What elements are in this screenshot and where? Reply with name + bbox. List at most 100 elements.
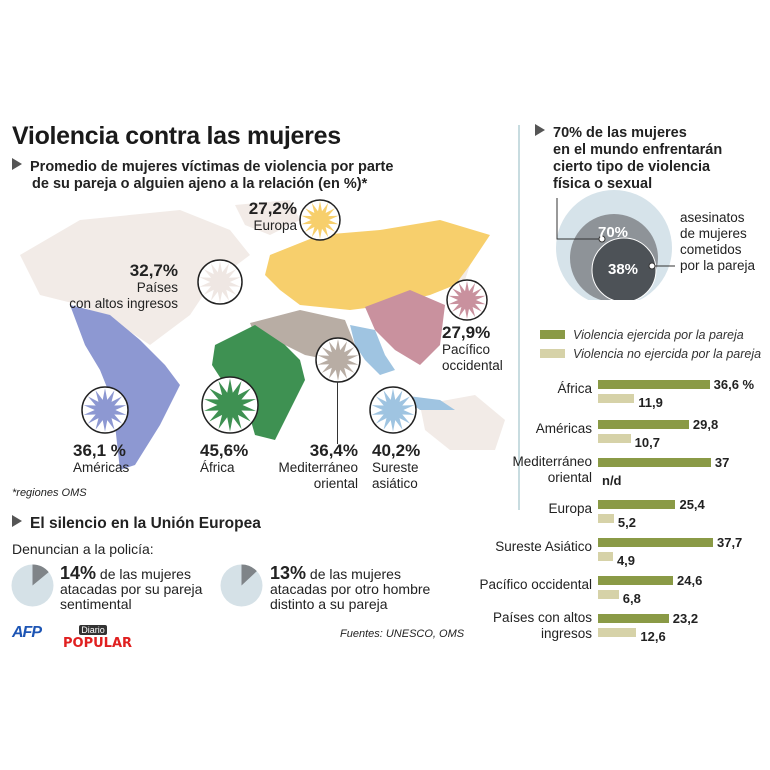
label-line: asesinatos — [680, 210, 745, 225]
bar-value-label: 37 — [714, 455, 730, 470]
bar-category-label: Sureste Asiático — [495, 539, 592, 554]
bar — [598, 420, 689, 429]
triangle-bullet-icon — [12, 158, 22, 170]
bar — [598, 514, 614, 523]
legend-item: Violencia no ejercida por la pareja — [540, 347, 761, 361]
starburst-shape — [204, 378, 256, 432]
region-label-med: 36,4% Mediterráneo oriental — [252, 442, 358, 492]
region-name: Pacífico — [442, 342, 491, 357]
starburst-altos — [197, 259, 243, 305]
divider — [518, 125, 520, 510]
bar-category-label: Mediterráneo oriental — [512, 454, 592, 485]
circle-38 — [591, 237, 657, 300]
bar-value-label: 25,4 — [679, 497, 705, 512]
region-name: Sureste — [372, 460, 419, 475]
eu-stat: 14% de las mujeres atacadas por su parej… — [60, 563, 203, 612]
starburst-shape — [83, 388, 127, 432]
region-name: occidental — [442, 358, 503, 373]
bar-value-label: 10,7 — [634, 435, 660, 450]
world-headline: 70% de las mujeres en el mundo enfrentar… — [535, 124, 765, 193]
logo-text: Diario — [79, 625, 107, 635]
stat-text: de las mujeres — [96, 566, 191, 582]
bar-category-label: Países con altos ingresos — [492, 610, 592, 641]
bar-value-label: 11,9 — [638, 395, 663, 410]
bar — [598, 434, 631, 443]
stat-text: distinto a su pareja — [270, 596, 388, 612]
bar — [598, 394, 635, 403]
bar-value-label: 37,7 — [716, 535, 743, 550]
region-value: 36,1 % — [73, 441, 126, 460]
region-value: 27,9% — [442, 323, 491, 342]
stat-value: 13% — [270, 563, 307, 583]
map-southeast-asia — [350, 325, 455, 410]
starburst-shape — [301, 201, 339, 239]
bar-value-label: n/d — [602, 473, 622, 488]
sources: Fuentes: UNESCO, OMS — [340, 628, 465, 640]
legend-swatch — [540, 330, 565, 339]
bar-value-label: 29,8 — [692, 417, 719, 432]
starburst-shape — [317, 339, 359, 381]
subtitle-line: Promedio de mujeres víctimas de violenci… — [30, 159, 394, 175]
starburst-sureste — [369, 386, 417, 434]
map-subtitle: Promedio de mujeres víctimas de violenci… — [12, 158, 452, 193]
inner-value: 38% — [608, 261, 639, 278]
region-value: 32,7% — [129, 261, 178, 280]
pie-chart — [220, 564, 263, 607]
bar-value-label: 6,8 — [622, 591, 641, 606]
label-line: por la pareja — [680, 258, 756, 273]
region-label-high-income: 32,7% Países con altos ingresos — [40, 262, 178, 312]
headline-line: cierto tipo de violencia — [553, 159, 711, 175]
legend-label: Violencia ejercida por la pareja — [573, 328, 744, 342]
region-name: Américas — [73, 460, 130, 475]
page-title: Violencia contra las mujeres — [12, 122, 341, 150]
region-name: asiático — [372, 476, 418, 491]
region-name: Europa — [253, 218, 297, 233]
region-label-americas: 36,1 % Américas — [73, 442, 129, 476]
region-value: 45,6% — [200, 441, 249, 460]
region-name: Países — [136, 280, 178, 295]
starburst-shape — [199, 261, 241, 303]
pie-slice — [241, 564, 257, 586]
bar — [598, 538, 713, 547]
region-name: oriental — [313, 476, 358, 491]
diario-popular-logo: Diario POPULAR — [63, 620, 133, 651]
legend-swatch — [540, 349, 565, 358]
bar-category-label: África — [557, 381, 592, 396]
inner-label: asesinatos de mujeres cometidos por la p… — [680, 210, 755, 274]
bar-category-label: Américas — [535, 421, 592, 436]
region-label-pacifico: 27,9% Pacífico occidental — [442, 324, 503, 374]
starburst-africa — [201, 376, 259, 434]
bar — [598, 380, 710, 389]
region-value: 40,2% — [372, 441, 421, 460]
logo-text: POPULAR — [63, 636, 133, 651]
region-label-africa: 45,6% África — [200, 442, 248, 476]
bar — [598, 576, 674, 585]
headline-line: en el mundo enfrentarán — [553, 142, 723, 158]
starburst-med — [315, 337, 361, 383]
bar — [598, 628, 637, 637]
map-europe — [265, 220, 490, 310]
region-label-sureste: 40,2% Sureste asiático — [372, 442, 420, 492]
bar-category-label: Pacífico occidental — [479, 577, 592, 592]
subtitle-line: de su pareja o alguien ajeno a la relaci… — [32, 176, 368, 192]
starburst-europa — [299, 199, 341, 241]
headline-line: física o sexual — [553, 176, 653, 192]
triangle-bullet-icon — [535, 124, 545, 136]
outer-value: 70% — [598, 224, 629, 241]
eu-heading-text: El silencio en la Unión Europea — [30, 515, 261, 532]
stat-text: atacadas por su pareja — [60, 581, 203, 597]
bar — [598, 590, 619, 599]
bar-value-label: 4,9 — [616, 553, 636, 568]
stat-text: sentimental — [60, 596, 132, 612]
stat-text: de las mujeres — [306, 566, 401, 582]
triangle-bullet-icon — [12, 515, 22, 527]
map-africa — [212, 325, 305, 440]
stat-value: 14% — [60, 563, 97, 583]
region-name: Mediterráneo — [278, 460, 358, 475]
bar — [598, 500, 676, 509]
nested-circles — [556, 190, 675, 300]
starburst-americas — [81, 386, 129, 434]
bar — [598, 552, 613, 561]
region-value: 27,2% — [248, 199, 297, 218]
